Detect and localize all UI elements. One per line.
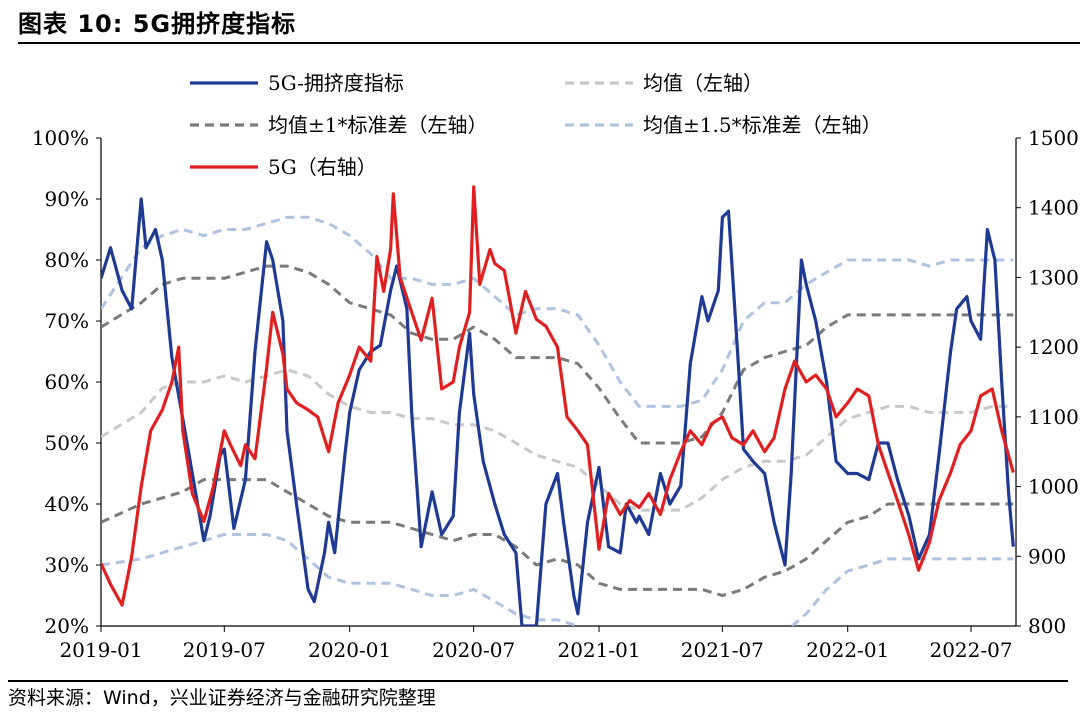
- y-right-tick-label: 1200: [1028, 335, 1079, 359]
- x-tick-label: 2019-07: [183, 638, 266, 662]
- y-right-tick-label: 800: [1028, 614, 1066, 638]
- x-tick-label: 2020-07: [432, 638, 515, 662]
- y-left-tick-label: 70%: [45, 309, 89, 333]
- legend-label: 5G（右轴）: [268, 155, 377, 179]
- source-note: 资料来源：Wind，兴业证券经济与金融研究院整理: [8, 680, 1068, 714]
- series-line-4: [101, 215, 1014, 408]
- x-tick-label: 2020-01: [308, 638, 391, 662]
- line-chart: 20% 30% 40% 50% 60% 70% 80% 90% 100% 800 900 1000 11…: [32, 71, 1079, 662]
- x-tick-label: 2022-01: [806, 638, 889, 662]
- y-left-tick-label: 100%: [32, 126, 89, 150]
- y-left-tick-label: 40%: [45, 492, 89, 516]
- y-left-tick-label: 30%: [45, 553, 89, 577]
- y-left-tick-label: 20%: [45, 614, 89, 638]
- series-line-0: [101, 197, 1015, 626]
- y-right-tick-label: 1500: [1028, 126, 1079, 150]
- series-line-5: [101, 533, 1014, 626]
- series-line-6: [101, 185, 1015, 607]
- y-right-tick-label: 1400: [1028, 196, 1079, 220]
- legend-label: 均值（左轴）: [643, 71, 763, 95]
- x-tick-label: 2019-01: [59, 638, 142, 662]
- y-right-tick-label: 1000: [1028, 475, 1079, 499]
- y-right-tick-label: 1100: [1028, 405, 1079, 429]
- y-left-tick-label: 80%: [45, 248, 89, 272]
- y-right-tick-label: 1300: [1028, 265, 1079, 289]
- figure-title-bar: 图表 10: 5G拥挤度指标: [18, 4, 1080, 44]
- y-left-tick-label: 50%: [45, 431, 89, 455]
- x-tick-label: 2022-07: [929, 638, 1012, 662]
- series-line-1: [101, 368, 1014, 512]
- figure-title: 图表 10: 5G拥挤度指标: [18, 10, 297, 38]
- y-right-tick-label: 900: [1028, 544, 1066, 568]
- x-tick-label: 2021-07: [681, 638, 764, 662]
- legend-label: 均值±1.5*标准差（左轴）: [643, 113, 882, 137]
- y-left-tick-label: 90%: [45, 187, 89, 211]
- x-tick-label: 2021-01: [557, 638, 640, 662]
- series-line-2: [101, 264, 1014, 445]
- y-left-tick-label: 60%: [45, 370, 89, 394]
- legend-label: 5G-拥挤度指标: [268, 71, 404, 95]
- legend-label: 均值±1*标准差（左轴）: [268, 113, 487, 137]
- series-line-3: [101, 478, 1014, 597]
